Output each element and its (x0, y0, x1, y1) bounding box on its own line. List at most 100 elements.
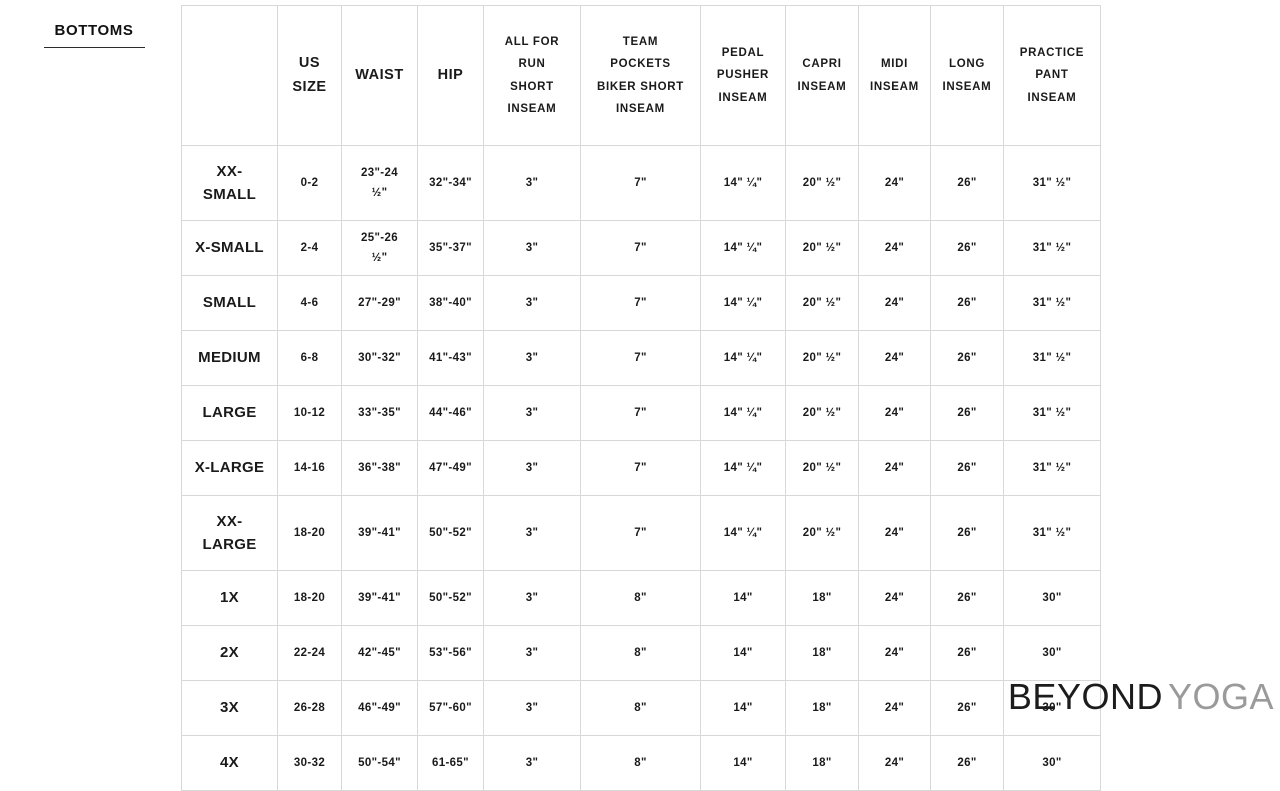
cell-practice-pant-inseam: 30" (1003, 735, 1101, 791)
cell-us-size: 18-20 (277, 495, 342, 571)
header-practice-pant-inseam: PRACTICE PANT INSEAM (1003, 5, 1101, 146)
cell-all-for-run-short-inseam: 3" (483, 220, 581, 276)
cell-size-name: LARGE (181, 385, 278, 441)
cell-size-name-line: SMALL (202, 186, 257, 203)
header-waist-line: WAIST (355, 66, 404, 83)
cell-all-for-run-short-inseam: 3" (483, 275, 581, 331)
table-row: 2X 22-24 42"-45" 53"-56" 3" 8" 14" 18" 24" 26" 30" (181, 625, 1101, 681)
cell-midi-inseam: 24" (858, 275, 931, 331)
cell-practice-pant-inseam: 30" (1003, 625, 1101, 681)
header-all-for-run-short-inseam-line: RUN (518, 58, 546, 71)
cell-pedal-pusher-inseam: 14" ¼" (700, 495, 786, 571)
cell-hip: 35"-37" (417, 220, 484, 276)
cell-midi-inseam: 24" (858, 680, 931, 736)
cell-practice-pant-inseam: 31" ½" (1003, 220, 1101, 276)
cell-team-pockets-biker-short-inseam: 8" (580, 570, 701, 626)
cell-waist: 23"-24 ½" (341, 145, 418, 221)
page-title-underline (44, 47, 145, 48)
cell-capri-inseam: 20" ½" (785, 145, 859, 221)
cell-team-pockets-biker-short-inseam: 7" (580, 495, 701, 571)
cell-capri-inseam: 18" (785, 680, 859, 736)
cell-hip: 53"-56" (417, 625, 484, 681)
cell-waist-line: 42"-45" (358, 646, 401, 659)
cell-all-for-run-short-inseam: 3" (483, 440, 581, 496)
cell-capri-inseam: 18" (785, 570, 859, 626)
cell-size-name-line: 4X (220, 754, 239, 772)
cell-team-pockets-biker-short-inseam: 8" (580, 625, 701, 681)
cell-waist: 39"-41" (341, 570, 418, 626)
header-long-inseam: LONG INSEAM (930, 5, 1004, 146)
header-pedal-pusher-inseam-line: PUSHER (716, 69, 770, 82)
cell-size-name-line: LARGE (202, 536, 257, 553)
cell-size-name-line: 2X (220, 644, 239, 662)
cell-all-for-run-short-inseam: 3" (483, 385, 581, 441)
header-hip-line: HIP (437, 66, 464, 83)
cell-size-name-line: 1X (220, 589, 239, 607)
table-row: 3X 26-28 46"-49" 57"-60" 3" 8" 14" 18" 24" 26" 30" (181, 680, 1101, 736)
table-row: 1X 18-20 39"-41" 50"-52" 3" 8" 14" 18" 24" 26" 30" (181, 570, 1101, 626)
cell-size-name: X-SMALL (181, 220, 278, 276)
cell-midi-inseam: 24" (858, 220, 931, 276)
cell-capri-inseam: 18" (785, 735, 859, 791)
cell-pedal-pusher-inseam: 14" ¼" (700, 385, 786, 441)
cell-team-pockets-biker-short-inseam: 7" (580, 220, 701, 276)
header-blank (181, 5, 278, 146)
brand-logo-yoga: YOGA (1167, 676, 1274, 717)
cell-size-name: 3X (181, 680, 278, 736)
cell-waist: 46"-49" (341, 680, 418, 736)
cell-size-name: XX- SMALL (181, 145, 278, 221)
cell-size-name-line: X-LARGE (194, 459, 265, 477)
cell-practice-pant-inseam: 31" ½" (1003, 145, 1101, 221)
cell-hip: 41"-43" (417, 330, 484, 386)
size-chart-table: US SIZE WAIST HIP ALL FOR RUN SHORT INSEAM TEAM P… (181, 5, 1101, 791)
cell-long-inseam: 26" (930, 275, 1004, 331)
cell-team-pockets-biker-short-inseam: 7" (580, 330, 701, 386)
cell-capri-inseam: 20" ½" (785, 220, 859, 276)
cell-us-size: 18-20 (277, 570, 342, 626)
cell-long-inseam: 26" (930, 495, 1004, 571)
table-row: LARGE 10-12 33"-35" 44"-46" 3" 7" 14" ¼" 20" ½"… (181, 385, 1101, 441)
cell-team-pockets-biker-short-inseam: 7" (580, 275, 701, 331)
cell-long-inseam: 26" (930, 570, 1004, 626)
cell-waist-line: 39"-41" (358, 526, 401, 539)
cell-practice-pant-inseam: 30" (1003, 570, 1101, 626)
cell-size-name-line: XX- (216, 512, 243, 530)
cell-team-pockets-biker-short-inseam: 8" (580, 680, 701, 736)
cell-practice-pant-inseam: 31" ½" (1003, 275, 1101, 331)
cell-waist-line: 27"-29" (358, 296, 401, 309)
cell-long-inseam: 26" (930, 145, 1004, 221)
cell-size-name: MEDIUM (181, 330, 278, 386)
cell-size-name-line: 3X (220, 699, 239, 717)
header-hip: HIP (417, 5, 484, 146)
header-us-size-line: SIZE (292, 78, 327, 95)
cell-team-pockets-biker-short-inseam: 7" (580, 385, 701, 441)
cell-long-inseam: 26" (930, 735, 1004, 791)
brand-logo-beyond: BEYOND (1007, 676, 1163, 717)
cell-size-name-line: LARGE (202, 404, 257, 422)
table-header-row: US SIZE WAIST HIP ALL FOR RUN SHORT INSEAM TEAM P… (181, 5, 1101, 146)
cell-us-size: 6-8 (277, 330, 342, 386)
header-capri-inseam-line: INSEAM (797, 80, 847, 93)
cell-us-size: 10-12 (277, 385, 342, 441)
cell-size-name: 4X (181, 735, 278, 791)
cell-pedal-pusher-inseam: 14" ¼" (700, 440, 786, 496)
cell-capri-inseam: 20" ½" (785, 385, 859, 441)
header-pedal-pusher-inseam-line: INSEAM (718, 91, 768, 104)
cell-team-pockets-biker-short-inseam: 7" (580, 145, 701, 221)
cell-midi-inseam: 24" (858, 735, 931, 791)
table-row: MEDIUM 6-8 30"-32" 41"-43" 3" 7" 14" ¼" 20" ½" 2… (181, 330, 1101, 386)
cell-size-name: X-LARGE (181, 440, 278, 496)
cell-all-for-run-short-inseam: 3" (483, 735, 581, 791)
cell-midi-inseam: 24" (858, 330, 931, 386)
cell-capri-inseam: 20" ½" (785, 495, 859, 571)
cell-size-name: 1X (181, 570, 278, 626)
header-all-for-run-short-inseam-line: ALL FOR (504, 35, 560, 48)
cell-long-inseam: 26" (930, 440, 1004, 496)
cell-practice-pant-inseam: 31" ½" (1003, 330, 1101, 386)
cell-size-name-line: X-SMALL (195, 239, 264, 257)
cell-pedal-pusher-inseam: 14" (700, 735, 786, 791)
header-midi-inseam-line: MIDI (880, 58, 909, 71)
cell-waist-line: 50"-54" (358, 756, 401, 769)
header-team-pockets-biker-short-inseam-line: BIKER SHORT (597, 80, 684, 93)
header-midi-inseam-line: INSEAM (870, 80, 919, 93)
